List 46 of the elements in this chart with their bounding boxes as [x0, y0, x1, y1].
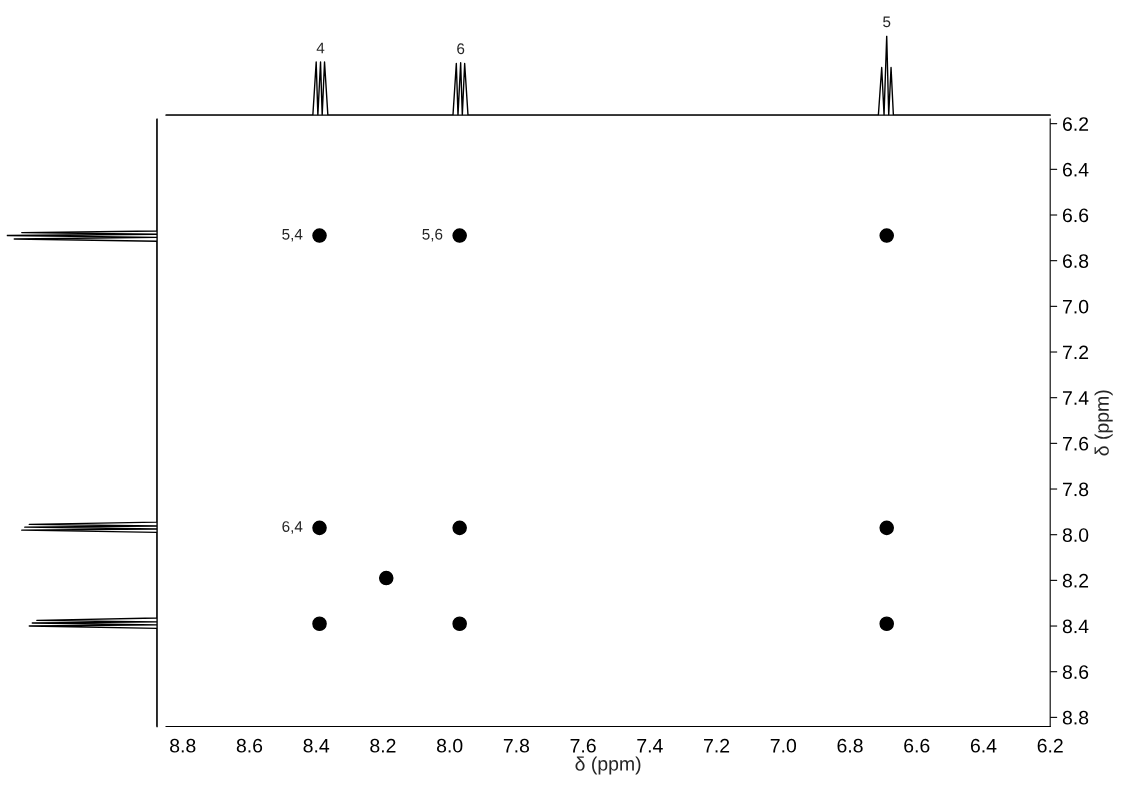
x-tick-label: 7.0 [770, 738, 797, 753]
point [312, 616, 327, 632]
point [312, 520, 327, 536]
x-tick-label: 7.6 [570, 738, 596, 753]
point [452, 520, 467, 536]
y-tick-label: 6.2 [1062, 117, 1089, 131]
point [378, 570, 394, 586]
x-tick-label: 8.0 [436, 738, 463, 753]
annotation: 6,4 [282, 521, 303, 534]
y-tick-label: 8.0 [1062, 528, 1089, 542]
x-tick-label: 8.2 [370, 738, 396, 753]
y-tick-label: 8.8 [1062, 710, 1089, 725]
point [452, 228, 467, 243]
y-tick-label: 6.8 [1062, 254, 1089, 268]
x-axis-title: δ (ppm) [575, 756, 641, 775]
point [879, 520, 894, 536]
annotation: 5,6 [422, 228, 443, 242]
point [879, 616, 894, 632]
x-tick-label: 6.8 [837, 738, 863, 753]
x-tick-label: 6.4 [970, 738, 997, 753]
x-tick-label: 8.4 [303, 738, 330, 753]
y-tick-label: 8.6 [1062, 665, 1089, 679]
y-tick-label: 7.6 [1062, 436, 1089, 451]
x-tick-label: 6.2 [1037, 738, 1063, 753]
y-tick-label: 7.2 [1062, 345, 1089, 360]
annotation: 5,4 [282, 229, 303, 242]
x-tick-label: 7.2 [704, 738, 730, 753]
annotation: 4 [316, 42, 325, 54]
point [452, 616, 467, 632]
x-tick-label: 8.8 [170, 738, 196, 753]
x-tick-label: 7.8 [503, 738, 530, 753]
y-tick-label: 8.4 [1062, 619, 1089, 634]
point [879, 228, 894, 243]
point [312, 228, 327, 243]
x-tick-label: 6.6 [904, 738, 930, 753]
y-tick-label: 7.4 [1062, 391, 1089, 405]
y-tick-label: 6.4 [1062, 162, 1089, 177]
y-tick-label: 6.6 [1062, 208, 1089, 223]
y-axis-title: δ (ppm) [1094, 390, 1113, 456]
y-tick-label: 7.0 [1062, 299, 1089, 314]
annotation: 5 [883, 16, 891, 28]
y-tick-label: 7.8 [1062, 482, 1089, 497]
annotation: 6 [457, 43, 465, 55]
x-tick-label: 7.4 [637, 739, 663, 753]
y-tick-label: 8.2 [1062, 573, 1089, 588]
x-tick-label: 8.6 [236, 738, 263, 753]
